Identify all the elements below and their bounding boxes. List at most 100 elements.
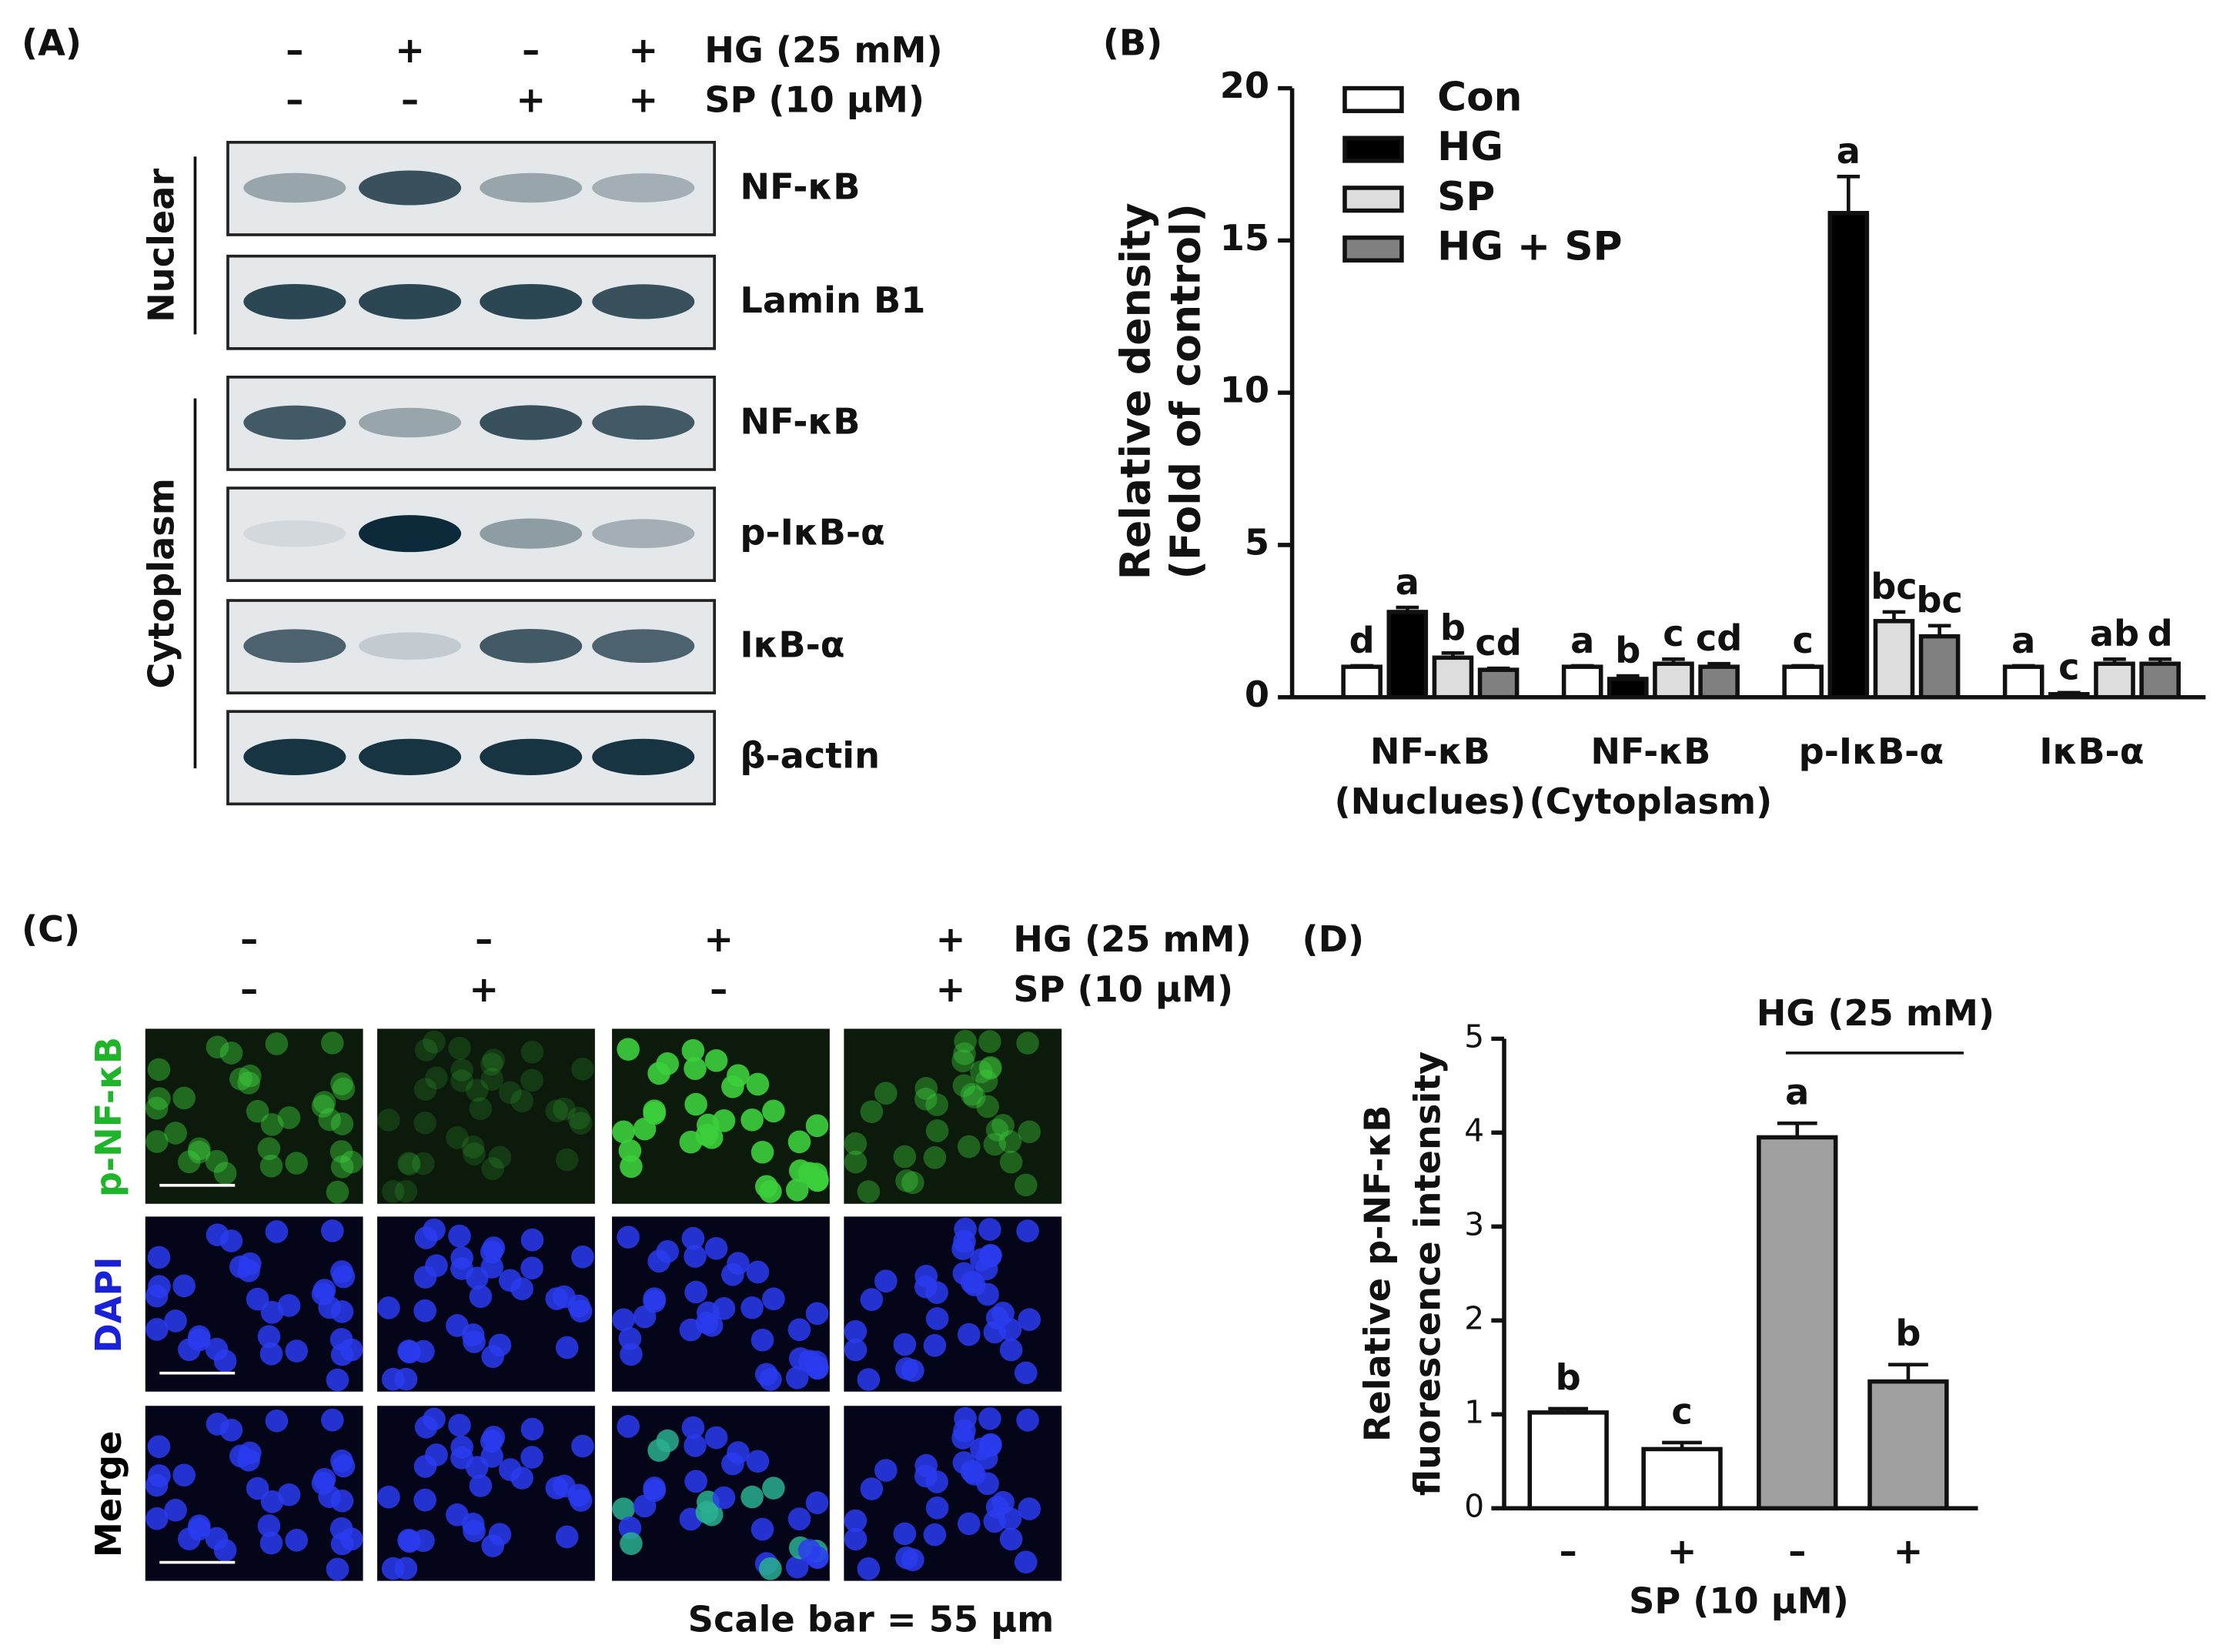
cell [797, 1349, 821, 1373]
cell [329, 1140, 353, 1163]
condition-sign: + [395, 29, 425, 71]
bar [1873, 619, 1915, 700]
cell [746, 1260, 770, 1284]
cell [704, 1426, 728, 1450]
bar [1432, 655, 1474, 700]
cell [893, 1145, 917, 1169]
band [592, 284, 695, 319]
cell [979, 1243, 1002, 1267]
cell [874, 1459, 898, 1482]
cell [957, 1512, 981, 1536]
bar [1561, 664, 1603, 700]
cell [553, 1097, 576, 1121]
cell [571, 1057, 594, 1081]
micrograph [377, 1028, 595, 1204]
cell [985, 1306, 1009, 1329]
cell [957, 1323, 981, 1346]
band [592, 405, 695, 440]
blot-label: IκB-α [740, 624, 844, 666]
cell [277, 1483, 301, 1507]
significance-letter: ab [2090, 613, 2139, 654]
cell [448, 1036, 471, 1060]
cell [465, 1266, 489, 1290]
x-tick-label: IκB-α [2039, 731, 2144, 772]
row-label: Merge [88, 1431, 129, 1558]
cell [318, 1108, 341, 1132]
cell [488, 1333, 512, 1357]
cell [425, 1066, 448, 1089]
cell [326, 1557, 349, 1581]
cell [1018, 1120, 1041, 1144]
cell [1014, 1361, 1038, 1385]
cell [954, 1217, 977, 1241]
cell [246, 1476, 269, 1500]
y-tick-label: 5 [1464, 1018, 1484, 1055]
cell [979, 1055, 1002, 1079]
cell [469, 1097, 493, 1120]
cell [394, 1179, 418, 1203]
condition-sign: – [475, 918, 493, 960]
cell [498, 1081, 522, 1105]
cell [923, 1146, 947, 1169]
cell [975, 1069, 998, 1093]
section-label: Nuclear [140, 169, 182, 323]
cell [978, 1407, 1001, 1430]
condition-sign: – [286, 29, 303, 71]
panel-label: (A) [22, 22, 82, 64]
significance-letter: b [1615, 630, 1640, 671]
cell [1018, 1497, 1041, 1520]
band [480, 628, 583, 664]
cell [751, 1328, 774, 1352]
cell [741, 1296, 764, 1319]
cell [412, 1339, 435, 1363]
cell [695, 1311, 719, 1335]
condition-sign: – [240, 918, 258, 960]
cell [569, 1299, 593, 1323]
cell [751, 1517, 774, 1541]
cell [414, 1416, 438, 1439]
x-axis-label: SP (10 μM) [1629, 1580, 1849, 1622]
significance-letter: b [1440, 607, 1466, 648]
condition-name: HG (25 mM) [704, 29, 942, 71]
cell [177, 1150, 201, 1174]
cell [633, 1494, 657, 1518]
cell [164, 1309, 187, 1333]
cell [684, 1280, 707, 1304]
cell [398, 1152, 421, 1176]
cell [545, 1476, 569, 1500]
cell [571, 1245, 594, 1269]
band [243, 172, 346, 203]
cell [860, 1100, 884, 1124]
cell [265, 1409, 289, 1433]
cell [656, 1240, 679, 1263]
cell [311, 1095, 335, 1118]
cell [164, 1122, 187, 1145]
cell [751, 1140, 774, 1164]
cell [759, 1368, 782, 1391]
cell [746, 1072, 770, 1096]
condition-sign: + [936, 918, 966, 960]
cell [265, 1032, 289, 1055]
cell [681, 1416, 705, 1440]
cell [213, 1349, 237, 1373]
cell [617, 1415, 640, 1438]
significance-letter: a [2011, 620, 2035, 661]
cell [259, 1154, 283, 1178]
cell [448, 1413, 471, 1437]
cell [787, 1130, 811, 1154]
condition-sign: – [710, 968, 727, 1010]
cell [488, 1145, 512, 1169]
cell [260, 1113, 284, 1136]
annotation: HG (25 mM) [1757, 992, 1994, 1034]
cell [145, 1507, 169, 1530]
significance-letter: b [1895, 1313, 1921, 1354]
cell [999, 1338, 1023, 1362]
significance-letter: a [1396, 561, 1419, 603]
x-tick-label: (Nuclues) [1335, 781, 1526, 822]
cell [148, 1087, 171, 1110]
y-tick-label: 0 [1245, 674, 1269, 715]
significance-letter: d [2148, 613, 2173, 654]
section-label: Cytoplasm [140, 478, 182, 689]
cell [330, 1532, 354, 1556]
cell [951, 1237, 975, 1260]
